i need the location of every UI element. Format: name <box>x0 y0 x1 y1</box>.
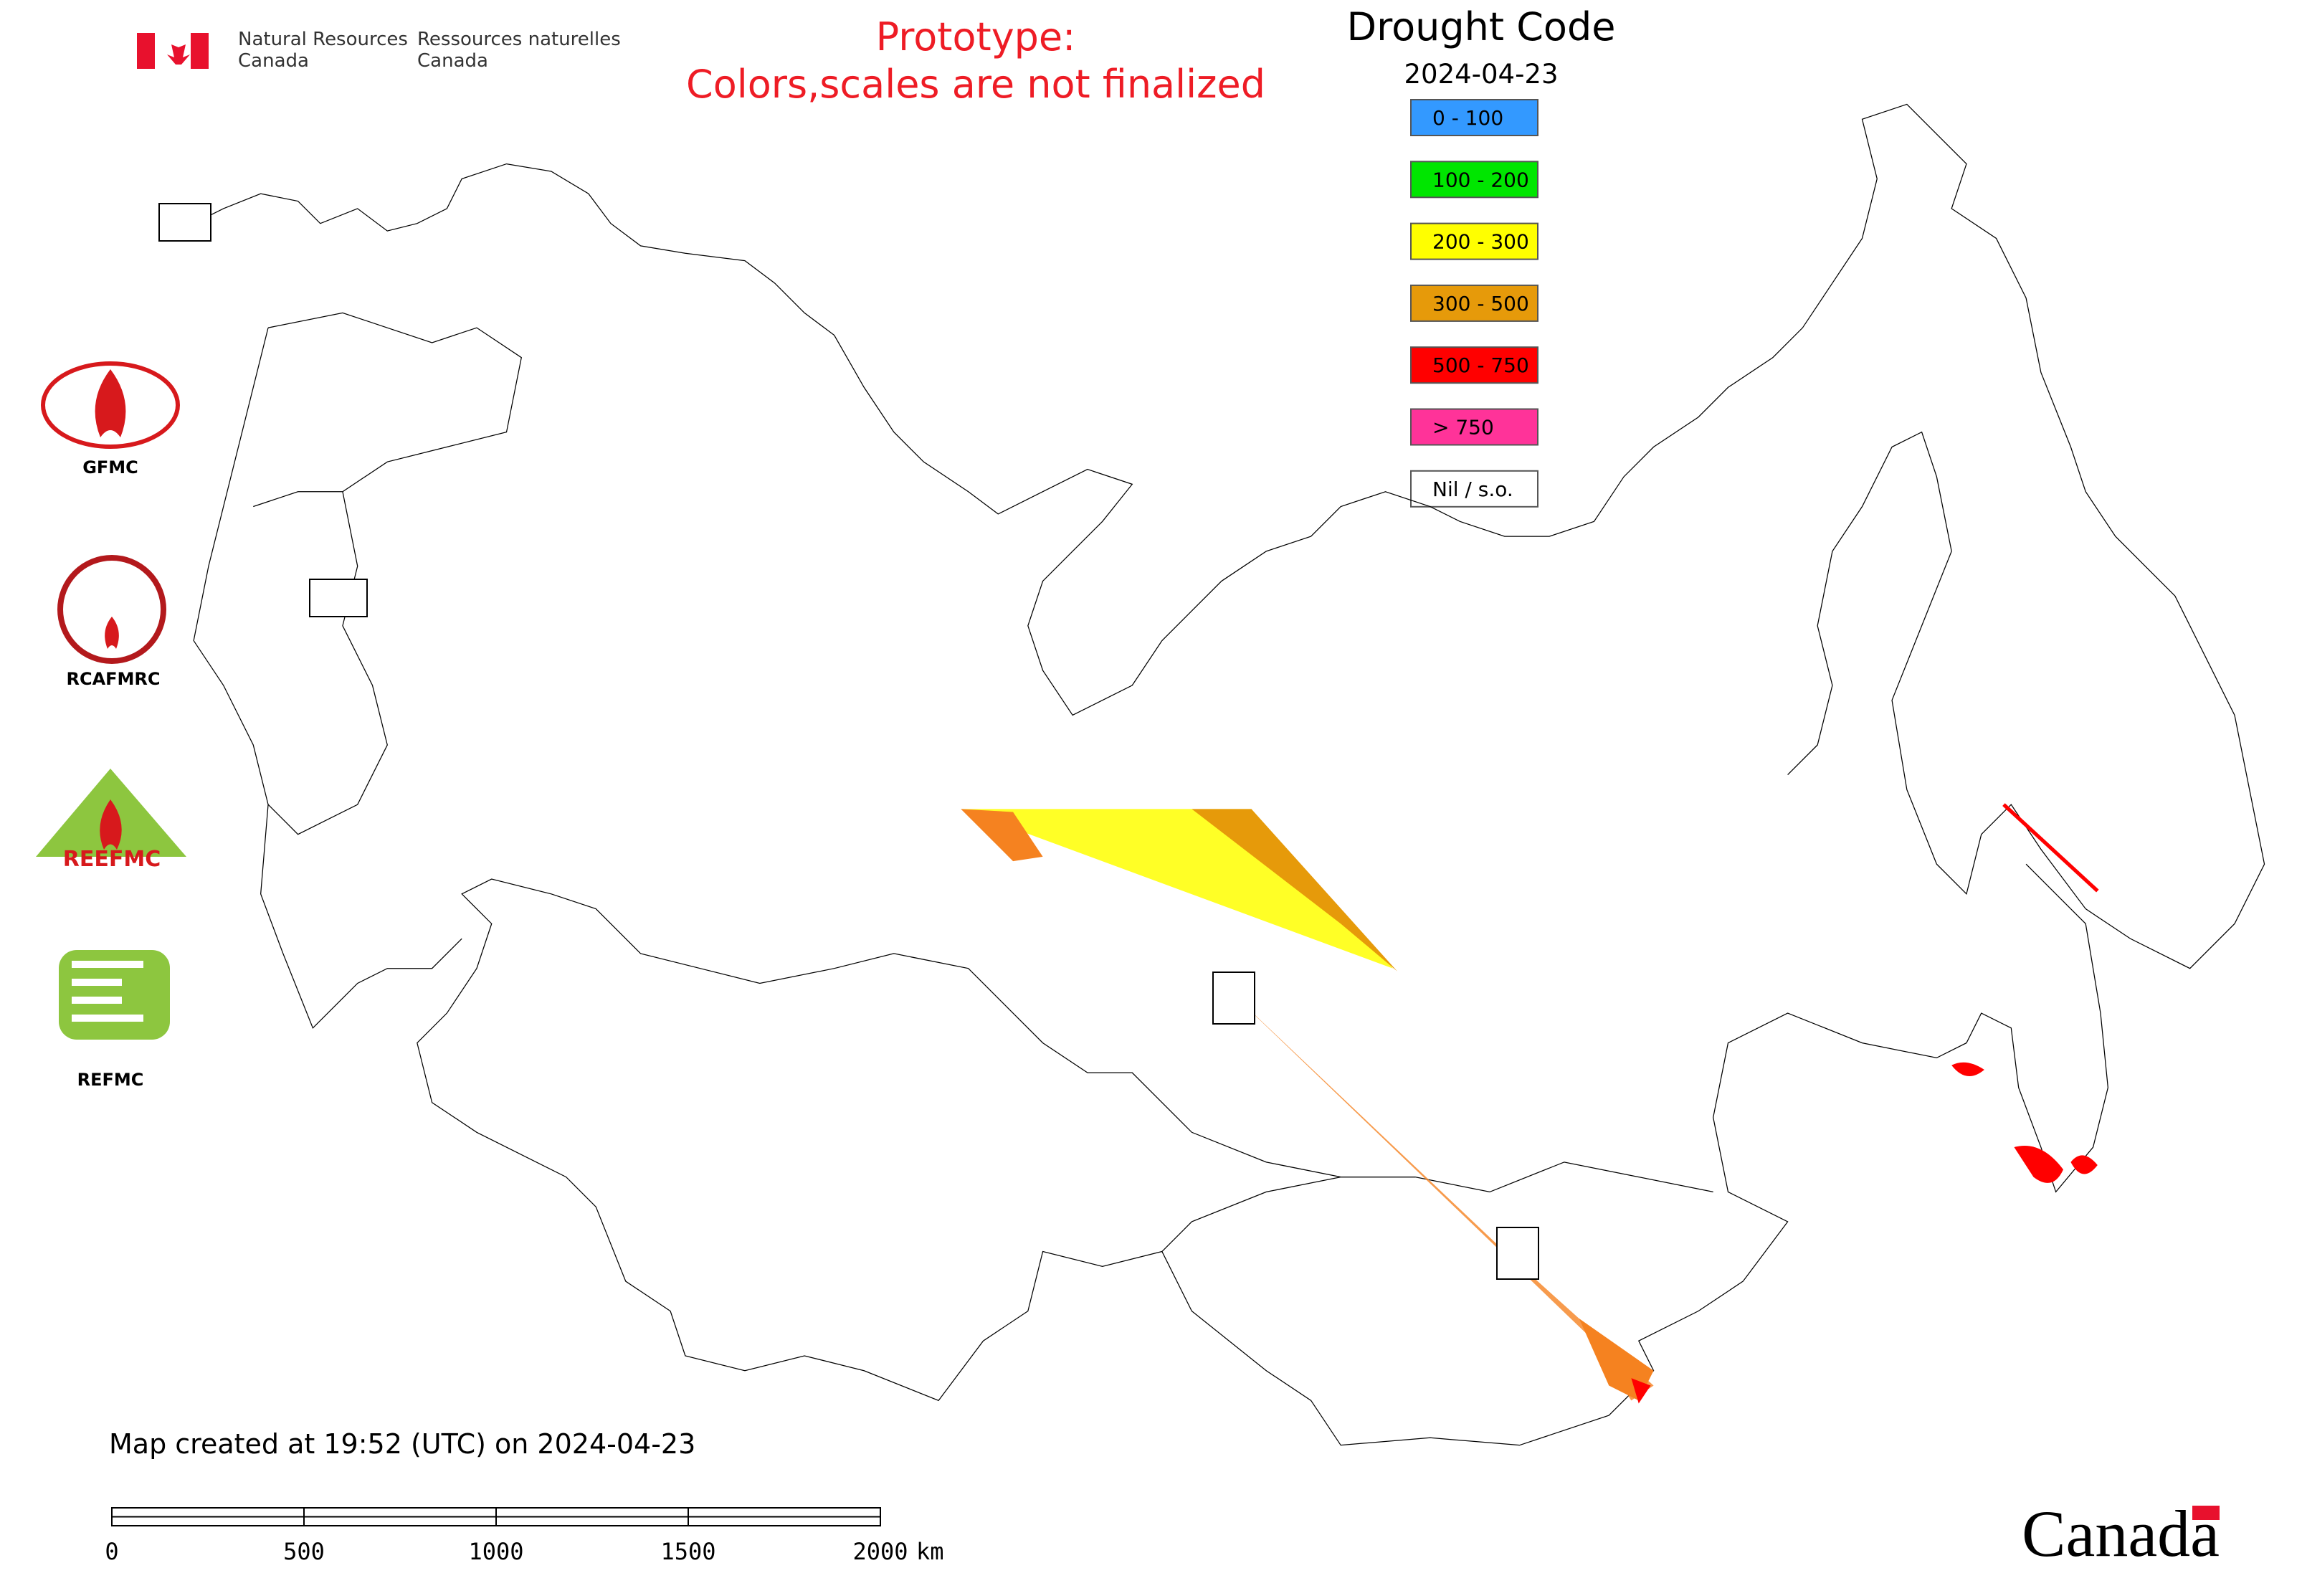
legend-label: > 750 <box>1432 416 1494 440</box>
created-note: Map created at 19:52 (UTC) on 2024-04-23 <box>109 1428 695 1460</box>
scale-label: 1500 <box>660 1538 715 1565</box>
logo-label: REEFMC <box>63 847 161 872</box>
scale-label: 0 <box>105 1538 118 1565</box>
scale-label: 500 <box>283 1538 325 1565</box>
legend-swatch <box>1410 284 1538 322</box>
wordmark-flag <box>2192 1506 2220 1520</box>
wordmark: Canada <box>2022 1497 2220 1570</box>
legend-swatch <box>1410 222 1538 260</box>
map <box>163 103 2265 1446</box>
scale-label: 2000 <box>852 1538 908 1565</box>
legend-label: 200 - 300 <box>1432 230 1529 254</box>
legend-swatch <box>1410 346 1538 384</box>
logo-label: RCAFMRC <box>66 669 160 689</box>
fire-areas <box>961 803 2099 1404</box>
legend-label: 300 - 500 <box>1432 292 1529 315</box>
legend-date: 2024-04-23 <box>1404 59 1558 90</box>
legend-swatch <box>1410 470 1538 508</box>
legend: 0 - 100 100 - 200 200 - 300 300 - 500 500 - … <box>1410 99 1538 508</box>
logo-reefmc <box>36 769 186 857</box>
legend-title: Drought Code <box>1347 4 1616 49</box>
legend-label: 100 - 200 <box>1432 168 1529 191</box>
agency-fr: Ressources naturelles <box>417 29 621 50</box>
notice: Prototype: <box>876 14 1076 60</box>
logo-label: GFMC <box>82 457 138 478</box>
scale-unit: km <box>916 1538 944 1565</box>
logo-rcafmrc <box>57 555 166 664</box>
legend-label: Nil / s.o. <box>1432 478 1513 501</box>
scale-label: 1000 <box>468 1538 523 1565</box>
legend-swatch <box>1410 99 1538 136</box>
notice: Colors,scales are not finalized <box>686 62 1265 107</box>
station-icons <box>158 203 1539 1280</box>
legend-label: 0 - 100 <box>1432 106 1503 130</box>
legend-swatch <box>1410 408 1538 446</box>
agency-fr: Canada <box>417 50 488 72</box>
legend-swatch <box>1410 161 1538 199</box>
logo-gfmc <box>41 361 180 449</box>
scale-bar: 0 500 1000 1500 2000 km <box>105 1507 944 1565</box>
logo-label: REFMC <box>77 1070 144 1090</box>
agency-en: Natural Resources <box>238 29 408 50</box>
legend-label: 500 - 750 <box>1432 353 1529 377</box>
flag <box>137 33 209 69</box>
logo-refmc <box>59 950 170 1040</box>
agency-en: Canada <box>238 50 309 72</box>
